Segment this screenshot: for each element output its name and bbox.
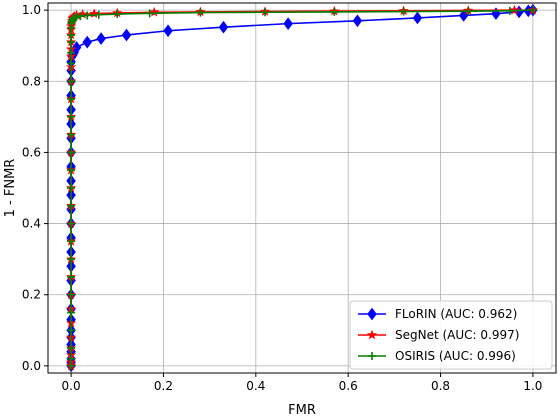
data-point (67, 237, 76, 246)
y-tick-label: 0.4 (22, 217, 41, 231)
data-point (67, 344, 76, 353)
plot-frame (47, 2, 557, 374)
x-tick-label: 0.0 (62, 379, 81, 393)
series-line (70, 9, 533, 366)
data-point (67, 290, 76, 299)
data-point (113, 10, 122, 19)
data-point (464, 7, 473, 16)
y-tick-label: 0.0 (22, 359, 41, 373)
series-2 (67, 6, 537, 370)
ticks: 0.0 0.2 0.4 0.6 0.8 1.0 0.0 0.2 0.4 0.6 0.8 1.0 (22, 3, 543, 393)
data-point (67, 38, 76, 47)
data-point (67, 255, 76, 264)
legend-marker (366, 329, 378, 340)
legend-label: SegNet (AUC: 0.997) (395, 328, 519, 342)
data-point (505, 6, 514, 15)
legend: FLoRIN (AUC: 0.962) SegNet (AUC: 0.997) OS… (349, 300, 553, 370)
data-point (67, 201, 76, 210)
y-tick-label: 0.8 (22, 74, 41, 88)
data-point (67, 219, 76, 228)
data-point (96, 32, 106, 45)
y-axis-label: 1 - FNMR (3, 159, 18, 218)
legend-item: SegNet (AUC: 0.997) (358, 328, 519, 342)
data-point (67, 130, 76, 139)
x-tick-label: 0.2 (154, 379, 173, 393)
data-point (67, 48, 76, 57)
grid (48, 3, 556, 373)
data-point (412, 11, 423, 25)
x-tick-label: 0.8 (431, 379, 450, 393)
data-point (67, 112, 76, 121)
data-point (399, 7, 408, 16)
data-point (67, 326, 76, 335)
data-point (67, 59, 76, 68)
legend-marker (368, 352, 376, 360)
x-tick-label: 0.4 (246, 379, 265, 393)
data-point (261, 8, 270, 17)
data-point (330, 7, 339, 16)
legend-label: FLoRIN (AUC: 0.962) (395, 307, 517, 321)
data-point (528, 6, 537, 15)
x-tick-label: 1.0 (523, 379, 542, 393)
data-point (67, 361, 76, 370)
data-point (67, 272, 76, 281)
data-point (149, 6, 160, 17)
legend-item: FLoRIN (AUC: 0.962) (358, 307, 517, 321)
data-point (218, 20, 229, 34)
data-point (94, 10, 103, 19)
legend-item: OSIRIS (AUC: 0.996) (358, 349, 516, 363)
data-point (83, 11, 92, 20)
data-point (67, 148, 76, 157)
data-point (67, 166, 76, 175)
data-point (67, 308, 76, 317)
series-layer (66, 3, 538, 373)
data-point (163, 24, 173, 38)
legend-marker (367, 307, 377, 321)
data-point (196, 8, 205, 17)
data-point (121, 28, 132, 42)
data-point (82, 35, 93, 49)
data-point (67, 95, 76, 104)
y-tick-label: 0.2 (22, 288, 41, 302)
data-point (76, 12, 85, 21)
x-tick-label: 0.6 (339, 379, 358, 393)
legend-box (349, 300, 553, 370)
data-point (352, 14, 363, 28)
x-axis-label: FMR (288, 403, 316, 418)
data-point (145, 9, 154, 18)
data-point (67, 354, 76, 363)
data-point (67, 77, 76, 86)
data-point (509, 4, 520, 15)
y-tick-label: 0.6 (22, 145, 41, 159)
legend-label: OSIRIS (AUC: 0.996) (395, 349, 516, 363)
data-point (283, 17, 293, 30)
data-point (67, 31, 76, 40)
data-point (67, 184, 76, 192)
y-tick-label: 1.0 (22, 3, 41, 17)
